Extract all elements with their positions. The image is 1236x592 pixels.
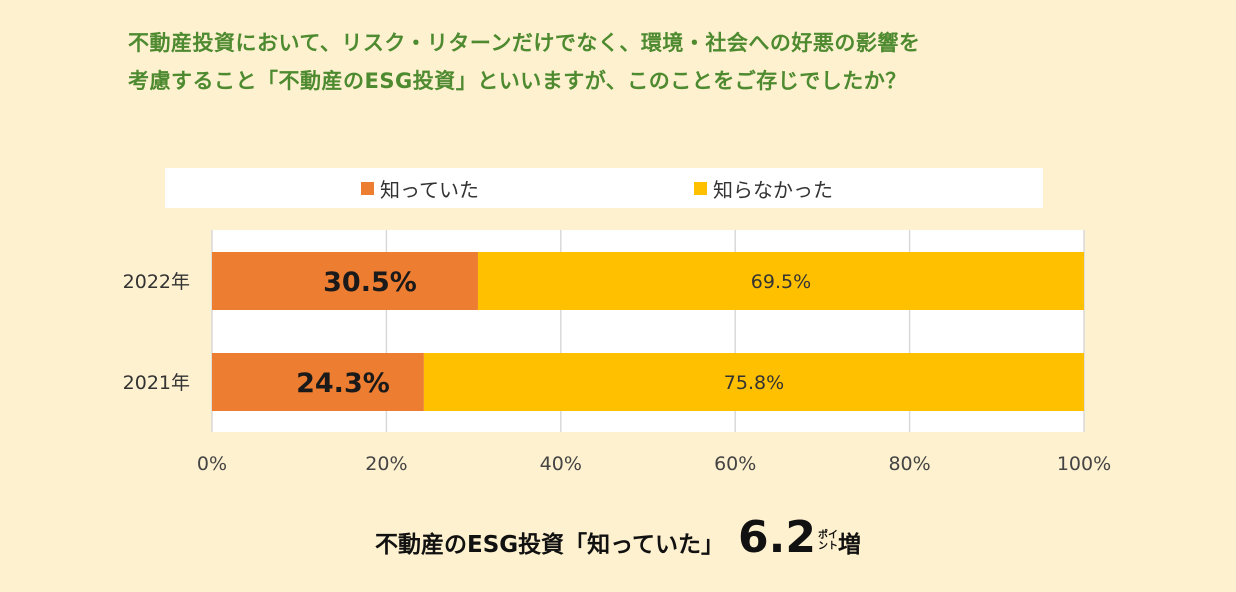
y-category-label: 2022年 <box>123 271 190 293</box>
legend-item-knew: 知っていた <box>361 168 479 208</box>
x-tick-label: 60% <box>714 453 756 475</box>
bar-segment-did-not-know <box>477 252 1085 310</box>
footer-unit-bottom: ント <box>817 541 838 552</box>
legend-item-did-not-know: 知らなかった <box>694 168 833 208</box>
y-category-label: 2021年 <box>123 372 190 394</box>
data-label: 30.5% <box>323 267 417 298</box>
legend-label-did-not-know: 知らなかった <box>713 177 833 202</box>
x-tick-label: 80% <box>888 453 930 475</box>
x-tick-label: 0% <box>197 453 227 475</box>
data-label: 24.3% <box>296 368 390 399</box>
chart-legend: 知っていた 知らなかった <box>165 168 1043 208</box>
data-label: 75.8% <box>724 372 784 394</box>
footer-unit-top: ポイ <box>817 530 838 541</box>
x-tick-label: 100% <box>1057 453 1111 475</box>
bar-segment-did-not-know <box>423 353 1084 411</box>
x-tick-label: 20% <box>365 453 407 475</box>
footer-number: 6.2 <box>738 512 816 563</box>
footer-unit: ポイ ント <box>818 530 838 552</box>
bar-segment-knew <box>212 353 424 411</box>
question-line-1: 不動産投資において、リスク・リターンだけでなく、環境・社会への好悪の影響を <box>128 31 921 55</box>
data-label: 69.5% <box>751 271 811 293</box>
survey-question: 不動産投資において、リスク・リターンだけでなく、環境・社会への好悪の影響を 考慮… <box>128 24 1128 100</box>
x-tick-label: 40% <box>540 453 582 475</box>
legend-swatch-knew <box>361 181 374 195</box>
legend-label-knew: 知っていた <box>380 177 479 202</box>
footer-text: 不動産のESG投資「知っていた」 <box>375 532 725 558</box>
legend-swatch-did-not-know <box>694 181 707 195</box>
footer-summary: 不動産のESG投資「知っていた」 6.2 ポイ ント 増 <box>0 512 1236 572</box>
question-line-2: 考慮すること「不動産のESG投資」といいますが、このことをご存じでしたか？ <box>128 69 907 93</box>
bar-segment-knew <box>212 252 478 310</box>
footer-tail: 増 <box>837 532 861 558</box>
